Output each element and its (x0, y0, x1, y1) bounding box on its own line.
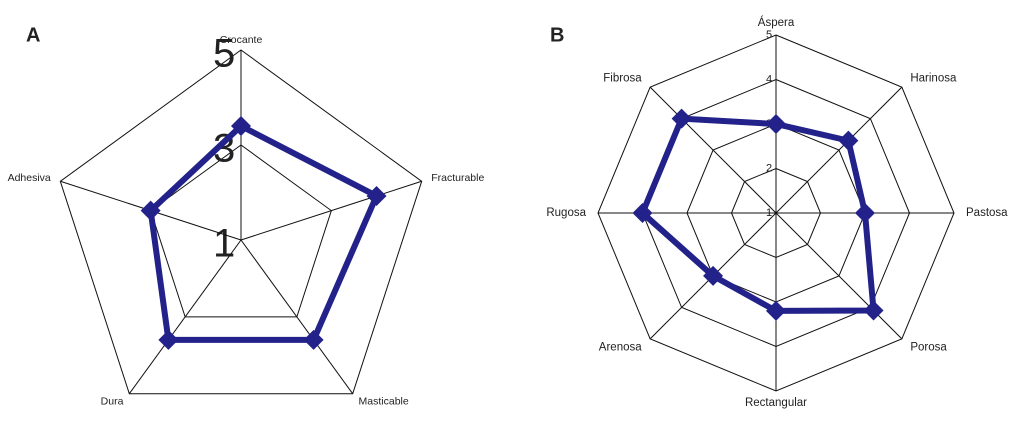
spoke (240, 239, 354, 395)
marker (703, 265, 724, 286)
axis-label: Arenosa (599, 341, 642, 353)
axis-label: Adhesiva (8, 172, 51, 184)
marker (366, 185, 387, 206)
tick-label: 1 (213, 222, 235, 266)
marker (766, 300, 786, 321)
marker (303, 329, 324, 350)
panel-label: A (26, 24, 40, 46)
tick-label: 2 (766, 162, 772, 174)
axis-label: Masticable (359, 396, 409, 408)
axis-label: Pastosa (966, 207, 1008, 219)
tick-label: 5 (766, 29, 772, 41)
axis-label: Harinosa (910, 73, 957, 85)
grid-ring (59, 49, 423, 395)
axis-label: Fibrosa (603, 73, 642, 85)
tick-label: 4 (766, 73, 772, 85)
marker (140, 200, 161, 221)
marker (158, 329, 179, 350)
axis-label: Crocante (220, 34, 263, 46)
marker (632, 203, 653, 223)
axis-label: Rectangular (745, 397, 807, 409)
marker (855, 203, 875, 223)
spoke (128, 239, 242, 395)
marker (838, 130, 859, 151)
marker (863, 300, 884, 321)
spoke (649, 86, 777, 214)
panel-label: B (550, 24, 564, 46)
axis-label: Fracturable (431, 172, 484, 184)
axis-label: Dura (101, 396, 124, 408)
spoke (775, 86, 903, 214)
series-line (639, 115, 877, 314)
axis-label: Rugosa (546, 207, 586, 219)
axis-label: Porosa (910, 341, 947, 353)
axis-label: Áspera (758, 16, 795, 29)
marker (671, 108, 692, 129)
tick-label: 5 (213, 32, 235, 76)
spoke (240, 180, 422, 241)
spoke (775, 212, 903, 340)
marker (231, 116, 251, 136)
marker (766, 114, 786, 134)
series-line (147, 123, 380, 343)
